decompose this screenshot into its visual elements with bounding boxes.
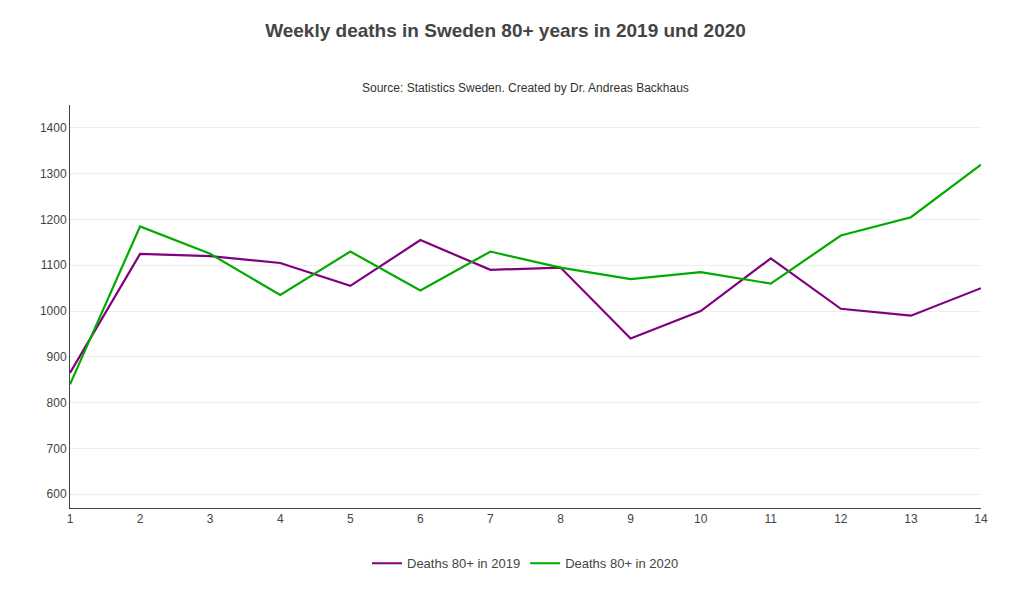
svg-text:8: 8	[557, 512, 564, 526]
svg-text:Source: Statistics Sweden. Cre: Source: Statistics Sweden. Created by Dr…	[362, 81, 689, 95]
svg-text:1400: 1400	[40, 121, 67, 135]
svg-text:7: 7	[487, 512, 494, 526]
svg-text:14: 14	[974, 512, 988, 526]
svg-text:1300: 1300	[40, 167, 67, 181]
svg-text:2: 2	[137, 512, 144, 526]
svg-text:6: 6	[417, 512, 424, 526]
svg-text:5: 5	[347, 512, 354, 526]
svg-text:1200: 1200	[40, 213, 67, 227]
svg-text:13: 13	[904, 512, 918, 526]
svg-text:1100: 1100	[41, 258, 67, 272]
svg-text:900: 900	[47, 350, 67, 364]
svg-text:12: 12	[834, 512, 848, 526]
svg-text:1000: 1000	[40, 304, 67, 318]
svg-text:1: 1	[67, 512, 74, 526]
svg-text:4: 4	[277, 512, 284, 526]
svg-text:10: 10	[694, 512, 708, 526]
svg-text:700: 700	[47, 442, 67, 456]
svg-text:11: 11	[765, 512, 778, 526]
svg-text:Deaths 80+ in 2019: Deaths 80+ in 2019	[407, 556, 520, 571]
svg-text:600: 600	[47, 487, 67, 501]
svg-text:Deaths 80+ in 2020: Deaths 80+ in 2020	[565, 556, 678, 571]
svg-text:3: 3	[207, 512, 214, 526]
svg-text:9: 9	[627, 512, 634, 526]
svg-text:800: 800	[47, 396, 67, 410]
svg-text:Weekly deaths in Sweden 80+ ye: Weekly deaths in Sweden 80+ years in 201…	[265, 20, 746, 41]
